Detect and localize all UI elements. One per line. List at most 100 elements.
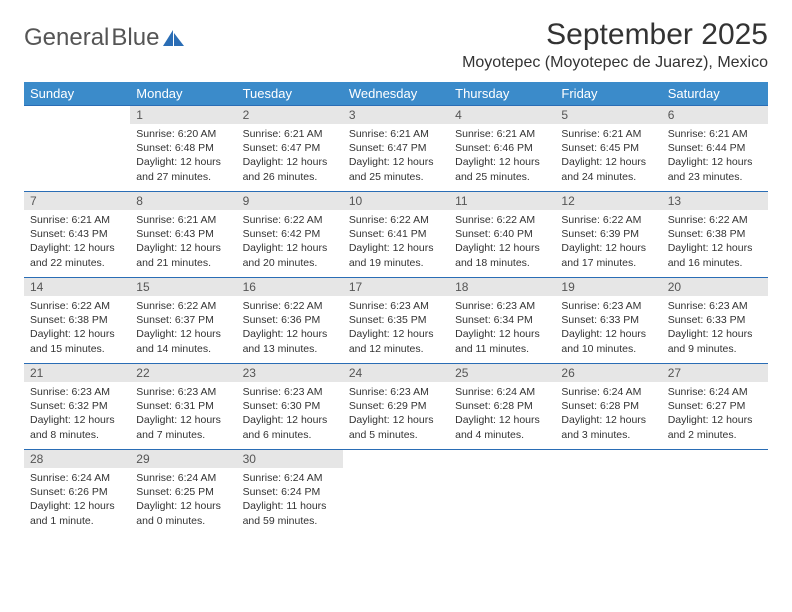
sunset-value: 6:48 PM [175,142,214,154]
day-detail: Sunrise: 6:21 AMSunset: 6:43 PMDaylight:… [24,210,130,274]
sunrise-label: Sunrise: [136,128,175,140]
calendar-cell: 23Sunrise: 6:23 AMSunset: 6:30 PMDayligh… [237,364,343,450]
daylight-label: Daylight: [243,414,284,426]
sunset-value: 6:43 PM [69,228,108,240]
sunset-value: 6:32 PM [69,400,108,412]
sunrise-value: 6:23 AM [497,300,536,312]
sunrise-label: Sunrise: [136,214,175,226]
sunset-value: 6:28 PM [494,400,533,412]
daylight-label: Daylight: [349,328,390,340]
sunset-label: Sunset: [455,400,491,412]
day-number: 26 [555,364,661,382]
sunset-label: Sunset: [349,314,385,326]
day-detail: Sunrise: 6:21 AMSunset: 6:47 PMDaylight:… [343,124,449,188]
calendar-cell: 27Sunrise: 6:24 AMSunset: 6:27 PMDayligh… [662,364,768,450]
daylight-label: Daylight: [30,500,71,512]
sunrise-label: Sunrise: [349,386,388,398]
sunrise-label: Sunrise: [30,300,69,312]
calendar-cell: 22Sunrise: 6:23 AMSunset: 6:31 PMDayligh… [130,364,236,450]
sunrise-label: Sunrise: [243,300,282,312]
day-detail: Sunrise: 6:23 AMSunset: 6:35 PMDaylight:… [343,296,449,360]
sunrise-value: 6:22 AM [709,214,748,226]
day-detail: Sunrise: 6:24 AMSunset: 6:28 PMDaylight:… [555,382,661,446]
sunrise-value: 6:22 AM [284,214,323,226]
calendar-cell: 30Sunrise: 6:24 AMSunset: 6:24 PMDayligh… [237,450,343,536]
day-detail: Sunrise: 6:22 AMSunset: 6:40 PMDaylight:… [449,210,555,274]
day-number: 2 [237,106,343,124]
day-detail: Sunrise: 6:21 AMSunset: 6:46 PMDaylight:… [449,124,555,188]
day-detail: Sunrise: 6:22 AMSunset: 6:41 PMDaylight:… [343,210,449,274]
sunset-label: Sunset: [455,142,491,154]
sunset-label: Sunset: [668,400,704,412]
day-number: 27 [662,364,768,382]
sunset-value: 6:30 PM [281,400,320,412]
sunrise-value: 6:24 AM [178,472,217,484]
daylight-label: Daylight: [136,242,177,254]
calendar-cell: 1Sunrise: 6:20 AMSunset: 6:48 PMDaylight… [130,106,236,192]
sunrise-label: Sunrise: [30,472,69,484]
day-number: 5 [555,106,661,124]
brand-logo: General Blue [24,18,185,52]
sunset-label: Sunset: [668,314,704,326]
daylight-label: Daylight: [30,328,71,340]
day-detail: Sunrise: 6:23 AMSunset: 6:33 PMDaylight:… [555,296,661,360]
day-detail: Sunrise: 6:21 AMSunset: 6:43 PMDaylight:… [130,210,236,274]
calendar-cell: 9Sunrise: 6:22 AMSunset: 6:42 PMDaylight… [237,192,343,278]
daylight-label: Daylight: [455,242,496,254]
sunset-label: Sunset: [455,314,491,326]
sunrise-value: 6:21 AM [284,128,323,140]
sunset-label: Sunset: [561,142,597,154]
day-detail: Sunrise: 6:22 AMSunset: 6:38 PMDaylight:… [24,296,130,360]
brand-word1: General [24,24,109,52]
sunrise-value: 6:21 AM [709,128,748,140]
sunset-value: 6:47 PM [281,142,320,154]
day-number: 12 [555,192,661,210]
sunrise-value: 6:22 AM [284,300,323,312]
sunset-value: 6:24 PM [281,486,320,498]
weekday-header: Saturday [662,82,768,106]
sunset-label: Sunset: [349,142,385,154]
sunrise-label: Sunrise: [561,214,600,226]
sunrise-label: Sunrise: [561,386,600,398]
sunset-label: Sunset: [455,228,491,240]
sunrise-label: Sunrise: [349,300,388,312]
day-detail: Sunrise: 6:24 AMSunset: 6:27 PMDaylight:… [662,382,768,446]
weekday-header: Wednesday [343,82,449,106]
calendar-cell: 11Sunrise: 6:22 AMSunset: 6:40 PMDayligh… [449,192,555,278]
calendar-cell: 13Sunrise: 6:22 AMSunset: 6:38 PMDayligh… [662,192,768,278]
daylight-label: Daylight: [136,500,177,512]
sunset-label: Sunset: [243,314,279,326]
calendar-cell: 6Sunrise: 6:21 AMSunset: 6:44 PMDaylight… [662,106,768,192]
calendar-cell: 18Sunrise: 6:23 AMSunset: 6:34 PMDayligh… [449,278,555,364]
day-number: 19 [555,278,661,296]
calendar-cell: 21Sunrise: 6:23 AMSunset: 6:32 PMDayligh… [24,364,130,450]
day-detail: Sunrise: 6:24 AMSunset: 6:25 PMDaylight:… [130,468,236,532]
sunset-value: 6:39 PM [600,228,639,240]
sunrise-label: Sunrise: [136,300,175,312]
sunrise-label: Sunrise: [30,214,69,226]
sunrise-label: Sunrise: [455,386,494,398]
sunset-value: 6:28 PM [600,400,639,412]
day-detail: Sunrise: 6:22 AMSunset: 6:42 PMDaylight:… [237,210,343,274]
sunset-value: 6:38 PM [69,314,108,326]
daylight-label: Daylight: [561,414,602,426]
sunset-label: Sunset: [243,142,279,154]
sunrise-value: 6:21 AM [178,214,217,226]
daylight-label: Daylight: [668,242,709,254]
calendar-cell: 4Sunrise: 6:21 AMSunset: 6:46 PMDaylight… [449,106,555,192]
sunrise-value: 6:24 AM [603,386,642,398]
sunrise-label: Sunrise: [455,300,494,312]
sunset-value: 6:33 PM [706,314,745,326]
day-number: 15 [130,278,236,296]
day-number: 10 [343,192,449,210]
daylight-label: Daylight: [561,328,602,340]
calendar-cell: 3Sunrise: 6:21 AMSunset: 6:47 PMDaylight… [343,106,449,192]
sunrise-label: Sunrise: [349,214,388,226]
title-block: September 2025 Moyotepec (Moyotepec de J… [462,18,768,72]
day-number: 1 [130,106,236,124]
daylight-label: Daylight: [243,328,284,340]
day-detail: Sunrise: 6:21 AMSunset: 6:45 PMDaylight:… [555,124,661,188]
calendar-cell: 15Sunrise: 6:22 AMSunset: 6:37 PMDayligh… [130,278,236,364]
daylight-label: Daylight: [243,242,284,254]
sunrise-value: 6:21 AM [603,128,642,140]
